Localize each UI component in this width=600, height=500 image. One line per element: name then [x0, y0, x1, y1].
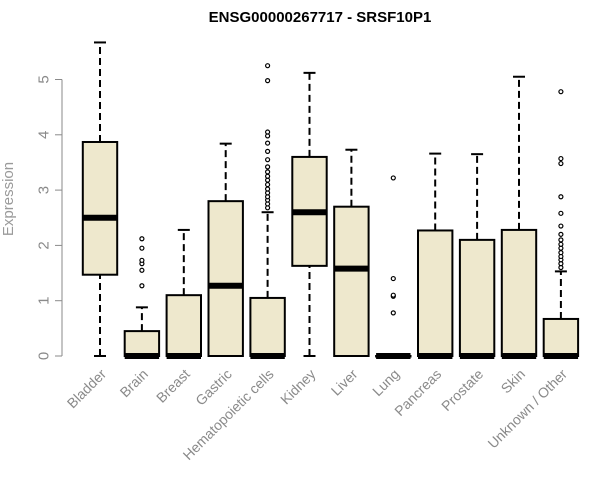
chart-title: ENSG00000267717 - SRSF10P1 [209, 9, 432, 26]
outlier-point [558, 155, 564, 162]
outlier-point [558, 249, 564, 256]
outlier-point [390, 175, 396, 181]
outlier-point [139, 267, 145, 273]
iqr-box [249, 296, 286, 357]
y-tick-label: 3 [36, 186, 53, 194]
iqr-box [417, 229, 454, 357]
category-label: Pancreas [391, 366, 444, 419]
outlier-point [265, 169, 271, 175]
category-label: Skin [498, 366, 529, 397]
outlier-point [265, 173, 271, 179]
category-label: Breast [153, 366, 193, 406]
outlier-point [390, 310, 396, 316]
box-lung [375, 175, 412, 359]
outlier-point [390, 275, 396, 282]
outlier-point [265, 78, 271, 84]
box-liver [333, 148, 370, 357]
box-brain [123, 236, 161, 359]
iqr-box [207, 200, 244, 357]
outlier-point [265, 164, 271, 170]
iqr-box [500, 228, 538, 357]
outlier-point [558, 194, 564, 200]
y-axis: 0 1 2 3 4 5 [36, 75, 63, 360]
box-unknown-other [542, 89, 580, 359]
iqr-box [458, 238, 496, 357]
outlier-point [558, 241, 564, 247]
box-hematopoietic-cells [249, 63, 286, 359]
iqr-box [542, 317, 580, 358]
box-pancreas [417, 152, 454, 359]
boxes [81, 41, 580, 359]
outlier-point [139, 257, 145, 263]
outlier-point [139, 245, 145, 251]
category-label: Prostate [438, 366, 486, 414]
category-label: Unknown / Other [484, 366, 570, 452]
y-tick-label: 2 [36, 241, 53, 249]
box-breast [165, 228, 203, 359]
box-skin [500, 75, 538, 359]
outlier-point [558, 237, 564, 243]
outlier-point [265, 129, 271, 135]
outlier-point [558, 160, 564, 167]
outlier-point [139, 236, 145, 242]
outlier-point [558, 89, 564, 95]
box-gastric [207, 142, 244, 357]
y-tick-label: 0 [36, 352, 53, 360]
category-label: Kidney [277, 366, 319, 408]
category-label: Liver [328, 366, 361, 399]
box-prostate [458, 153, 496, 359]
category-label: Lung [369, 366, 402, 399]
outlier-point [139, 283, 145, 289]
outlier-point [558, 231, 564, 237]
outlier-point [265, 157, 271, 163]
iqr-box [333, 205, 370, 357]
outlier-point [265, 140, 271, 146]
outlier-point [265, 181, 271, 188]
y-tick-label: 1 [36, 297, 53, 305]
outlier-point [265, 63, 271, 69]
outlier-point [390, 292, 396, 298]
outlier-point [558, 223, 564, 229]
y-tick-label: 5 [36, 75, 53, 83]
outlier-point [558, 210, 564, 216]
box-bladder [81, 41, 119, 357]
y-tick-label: 4 [36, 131, 53, 139]
box-kidney [291, 71, 328, 357]
category-label: Brain [117, 366, 151, 400]
iqr-box [81, 140, 119, 276]
category-label: Bladder [64, 366, 110, 412]
outlier-point [265, 186, 271, 192]
iqr-box [123, 330, 161, 357]
iqr-box [165, 294, 203, 358]
y-axis-label: Expression [0, 162, 17, 236]
outlier-point [265, 148, 271, 154]
